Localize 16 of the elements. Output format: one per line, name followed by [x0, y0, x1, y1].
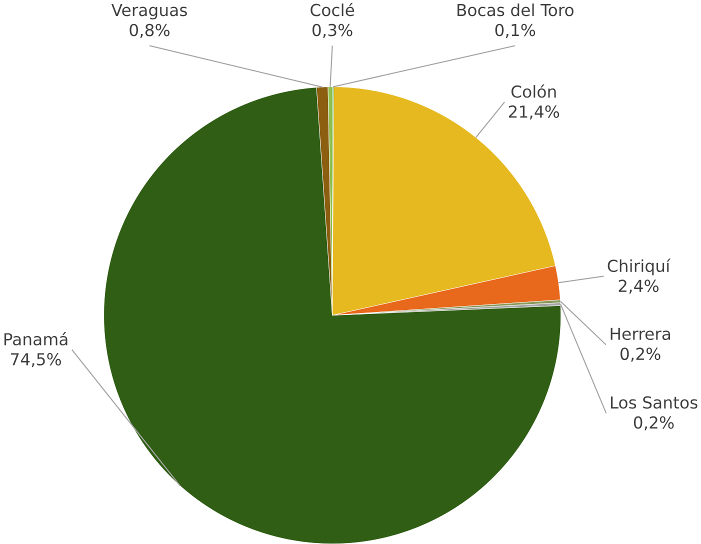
slice-label: Bocas del Toro: [458, 4, 574, 16]
data-label: 0,2%: [634, 416, 674, 430]
data-label: 0,3%: [312, 24, 352, 38]
data-label: 21,4%: [508, 105, 560, 120]
slice-label: Los Santos: [610, 396, 698, 409]
slice-label: Veraguas: [111, 4, 187, 20]
data-label: 2,4%: [618, 280, 658, 294]
data-label: 0,1%: [495, 24, 536, 38]
data-label: 0,2%: [620, 348, 660, 362]
data-label: 0,8%: [130, 24, 170, 38]
slice-label: Herrera: [610, 328, 670, 340]
slice-label: Chiriquí: [608, 258, 671, 276]
slice-label: Coclé: [310, 2, 354, 16]
slice-label: Colón: [512, 84, 556, 98]
data-label: 74,5%: [11, 353, 62, 368]
slice-label: Panamá: [4, 332, 68, 346]
